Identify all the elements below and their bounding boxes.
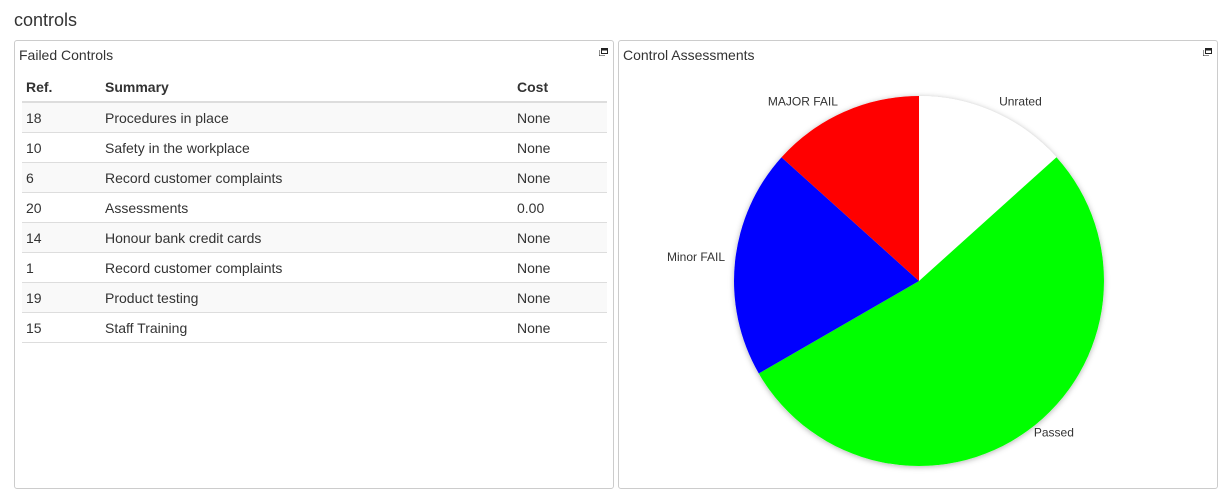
cell-ref: 6 — [22, 162, 101, 193]
column-header-summary[interactable]: Summary — [101, 72, 513, 103]
table-row[interactable]: 6 Record customer complaints None — [22, 162, 607, 193]
cell-ref: 10 — [22, 132, 101, 163]
cell-cost: None — [513, 162, 607, 193]
cell-ref: 1 — [22, 252, 101, 283]
panel-title: Control Assessments — [623, 47, 755, 63]
column-header-ref[interactable]: Ref. — [22, 72, 101, 103]
page-title: controls — [14, 10, 78, 30]
pie-slice-passed[interactable] — [758, 157, 1104, 466]
panel-title: Failed Controls — [19, 47, 114, 63]
cell-summary: Staff Training — [101, 312, 513, 343]
cell-ref: 20 — [22, 192, 101, 223]
table-row[interactable]: 1 Record customer complaints None — [22, 252, 607, 283]
cell-ref: 19 — [22, 282, 101, 313]
pie-label: Unrated — [999, 95, 1042, 109]
cell-cost: None — [513, 252, 607, 283]
table-row[interactable]: 10 Safety in the workplace None — [22, 132, 607, 163]
cell-cost: 0.00 — [513, 192, 607, 223]
pie-slice-unrated[interactable] — [919, 96, 1057, 281]
cell-ref: 18 — [22, 102, 101, 133]
failed-controls-table: Ref. Summary Cost 18 Procedures in place N… — [22, 72, 607, 343]
table-row[interactable]: 14 Honour bank credit cards None — [22, 222, 607, 253]
pie-label: MAJOR FAIL — [768, 95, 838, 109]
table-row[interactable]: 18 Procedures in place None — [22, 102, 607, 133]
control-assessments-panel: Control Assessments — [618, 40, 1218, 489]
cell-cost: None — [513, 132, 607, 163]
cell-summary: Honour bank credit cards — [101, 222, 513, 253]
cell-summary: Safety in the workplace — [101, 132, 513, 163]
column-header-cost[interactable]: Cost — [513, 72, 607, 103]
cell-cost: None — [513, 102, 607, 133]
cell-summary: Record customer complaints — [101, 252, 513, 283]
table-row[interactable]: 15 Staff Training None — [22, 312, 607, 343]
failed-controls-panel: Failed Controls Ref. Summary Cost 18 Proc… — [14, 40, 614, 489]
popout-icon[interactable] — [599, 48, 608, 56]
cell-ref: 14 — [22, 222, 101, 253]
cell-ref: 15 — [22, 312, 101, 343]
pie-slice-major-fail[interactable] — [781, 96, 919, 281]
cell-cost: None — [513, 282, 607, 313]
cell-summary: Procedures in place — [101, 102, 513, 133]
cell-summary: Product testing — [101, 282, 513, 313]
pie-slice-minor-fail[interactable] — [733, 157, 919, 374]
cell-summary: Assessments — [101, 192, 513, 223]
table-row[interactable]: 20 Assessments 0.00 — [22, 192, 607, 223]
pie-label: Passed — [1034, 425, 1074, 439]
popout-icon[interactable] — [1203, 48, 1212, 56]
table-row[interactable]: 19 Product testing None — [22, 282, 607, 313]
cell-summary: Record customer complaints — [101, 162, 513, 193]
pie-label: Minor FAIL — [667, 250, 725, 264]
cell-cost: None — [513, 312, 607, 343]
cell-cost: None — [513, 222, 607, 253]
